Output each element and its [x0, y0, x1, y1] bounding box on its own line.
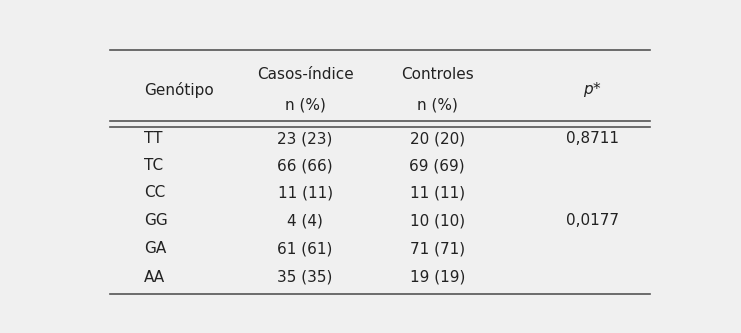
Text: 66 (66): 66 (66): [277, 158, 333, 173]
Text: Controles: Controles: [401, 67, 473, 82]
Text: 20 (20): 20 (20): [410, 131, 465, 146]
Text: 10 (10): 10 (10): [410, 213, 465, 228]
Text: 11 (11): 11 (11): [410, 185, 465, 200]
Text: n (%): n (%): [285, 98, 325, 113]
Text: Casos-índice: Casos-índice: [256, 67, 353, 82]
Text: 0,0177: 0,0177: [565, 213, 619, 228]
Text: AA: AA: [144, 270, 165, 285]
Text: Genótipo: Genótipo: [144, 82, 214, 98]
Text: 71 (71): 71 (71): [410, 241, 465, 256]
Text: CC: CC: [144, 185, 165, 200]
Text: TC: TC: [144, 158, 164, 173]
Text: 4 (4): 4 (4): [288, 213, 323, 228]
Text: 0,8711: 0,8711: [565, 131, 619, 146]
Text: n (%): n (%): [416, 98, 458, 113]
Text: GA: GA: [144, 241, 167, 256]
Text: 11 (11): 11 (11): [278, 185, 333, 200]
Text: 23 (23): 23 (23): [277, 131, 333, 146]
Text: GG: GG: [144, 213, 168, 228]
Text: 69 (69): 69 (69): [409, 158, 465, 173]
Text: 61 (61): 61 (61): [277, 241, 333, 256]
Text: 19 (19): 19 (19): [410, 270, 465, 285]
Text: TT: TT: [144, 131, 163, 146]
Text: 35 (35): 35 (35): [277, 270, 333, 285]
Text: $p$*: $p$*: [582, 81, 602, 100]
